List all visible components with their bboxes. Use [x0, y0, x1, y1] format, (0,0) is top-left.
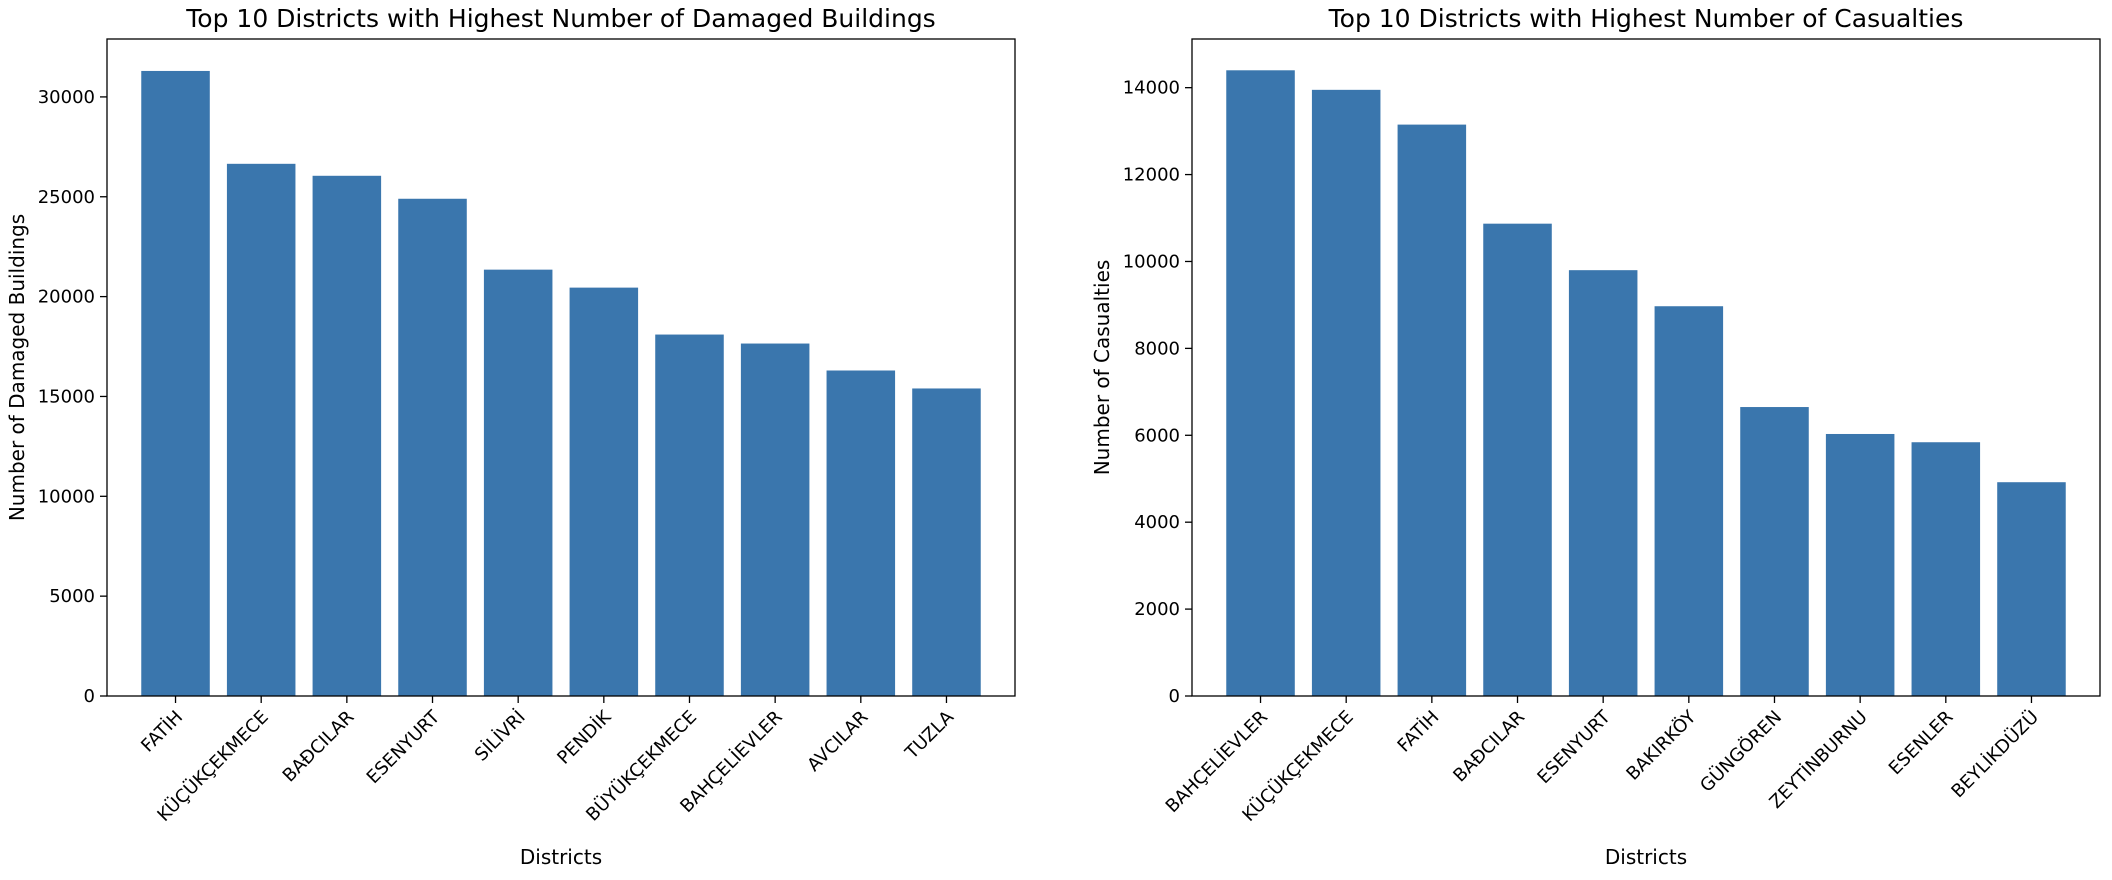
x-tick-label-5: ESENYURT: [1533, 706, 1615, 788]
damaged-buildings-chart: 050001000015000200002500030000FATİHKÜÇÜK…: [5, 4, 1016, 869]
y-tick-label-3: 10000: [38, 486, 95, 507]
y-axis-label: Number of Damaged Buildings: [5, 214, 29, 521]
bar-9: [826, 370, 896, 696]
y-tick-label-3: 4000: [1134, 512, 1180, 533]
x-tick-label-4: BAĐCILAR: [1449, 707, 1529, 787]
x-tick-label-6: PENDİK: [553, 706, 616, 769]
x-tick-label-9: ESENLER: [1885, 707, 1958, 780]
x-tick-label-10: TUZLA: [901, 706, 959, 764]
bar-7: [1740, 407, 1809, 696]
x-tick-label-3: FATİH: [1394, 707, 1444, 757]
y-tick-label-2: 5000: [49, 586, 95, 607]
axes-frame: [106, 38, 1016, 697]
y-axis-label: Number of Casualties: [1090, 260, 1114, 476]
bar-6: [569, 287, 639, 696]
y-tick-label-5: 20000: [38, 287, 95, 308]
y-tick-label-8: 14000: [1123, 78, 1180, 99]
axes-frame: [1191, 38, 2101, 697]
bar-4: [1483, 223, 1552, 697]
y-tick-label-2: 2000: [1134, 599, 1180, 620]
y-tick-label-6: 25000: [38, 187, 95, 208]
chart-title: Top 10 Districts with Highest Number of …: [1328, 4, 1964, 33]
bar-8: [1825, 433, 1895, 696]
x-tick-label-9: AVCILAR: [803, 707, 872, 776]
bar-10: [912, 388, 981, 696]
y-tick-label-4: 15000: [38, 386, 95, 407]
y-tick-label-1: 0: [1169, 686, 1180, 707]
bar-5: [483, 269, 553, 696]
x-tick-label-6: BAKIRKÖY: [1622, 705, 1701, 784]
bar-6: [1654, 306, 1724, 696]
bar-5: [1568, 270, 1638, 696]
bar-8: [740, 343, 810, 696]
bar-3: [1397, 124, 1467, 697]
x-tick-label-7: GÜNGÖREN: [1695, 706, 1786, 797]
y-tick-label-1: 0: [84, 686, 95, 707]
bar-1: [141, 70, 210, 696]
y-tick-label-7: 12000: [1123, 165, 1180, 186]
x-tick-label-3: BAĐCILAR: [279, 707, 359, 787]
x-tick-label-10: BEYLİKDÜZÜ: [1947, 706, 2043, 802]
x-tick-label-1: FATİH: [137, 707, 187, 757]
bar-7: [655, 334, 724, 696]
y-tick-label-7: 30000: [38, 87, 95, 108]
x-axis-label: Districts: [1605, 845, 1687, 869]
bar-2: [226, 163, 296, 696]
chart-title: Top 10 Districts with Highest Number of …: [185, 4, 935, 33]
x-tick-label-5: SİLİVRİ: [471, 707, 530, 766]
y-tick-label-6: 10000: [1123, 251, 1180, 272]
y-tick-label-5: 8000: [1134, 338, 1180, 359]
y-tick-label-4: 6000: [1134, 425, 1180, 446]
bar-3: [312, 175, 382, 697]
bar-10: [1997, 482, 2066, 696]
bar-1: [1226, 70, 1295, 697]
bar-2: [1311, 89, 1381, 697]
casualties-chart: 02000400060008000100001200014000BAHÇELİE…: [1090, 4, 2101, 869]
bar-9: [1911, 442, 1981, 696]
x-axis-label: Districts: [520, 845, 602, 869]
bar-4: [398, 198, 467, 696]
x-tick-label-4: ESENYURT: [363, 706, 445, 788]
